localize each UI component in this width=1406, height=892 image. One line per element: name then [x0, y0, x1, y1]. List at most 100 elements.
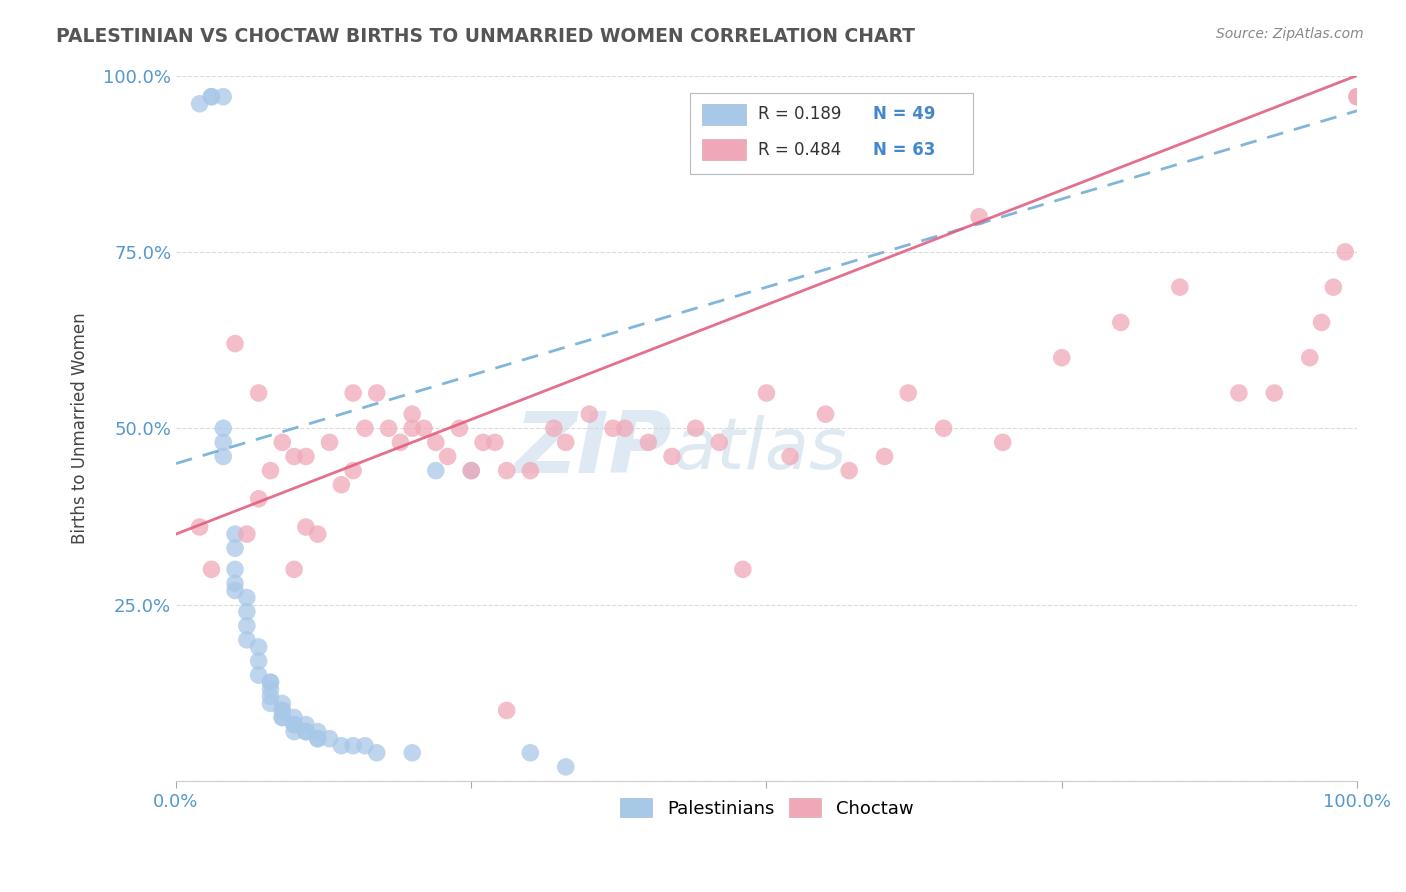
Point	[377, 421, 399, 435]
Point	[330, 477, 353, 491]
Point	[967, 210, 990, 224]
Point	[224, 541, 246, 556]
Point	[779, 450, 801, 464]
Point	[212, 435, 235, 450]
Point	[259, 690, 281, 704]
Point	[460, 464, 482, 478]
Point	[731, 562, 754, 576]
Point	[224, 583, 246, 598]
Point	[1334, 244, 1357, 259]
Point	[271, 710, 294, 724]
Point	[247, 654, 270, 668]
Point	[283, 562, 305, 576]
Point	[401, 746, 423, 760]
Point	[413, 421, 436, 435]
Point	[1263, 386, 1285, 401]
FancyBboxPatch shape	[702, 139, 747, 161]
Point	[578, 407, 600, 421]
FancyBboxPatch shape	[702, 103, 747, 125]
Point	[271, 697, 294, 711]
Y-axis label: Births to Unmarried Women: Births to Unmarried Women	[72, 312, 89, 544]
Point	[283, 710, 305, 724]
Point	[188, 96, 211, 111]
Point	[401, 407, 423, 421]
Point	[295, 724, 318, 739]
Text: N = 63: N = 63	[873, 141, 935, 159]
Point	[295, 724, 318, 739]
Point	[755, 386, 778, 401]
Legend: Palestinians, Choctaw: Palestinians, Choctaw	[613, 791, 921, 825]
Point	[436, 450, 458, 464]
Point	[307, 724, 329, 739]
Point	[236, 619, 259, 633]
Point	[709, 435, 731, 450]
Point	[212, 450, 235, 464]
Point	[295, 520, 318, 534]
Point	[283, 450, 305, 464]
Point	[200, 89, 222, 103]
Point	[318, 435, 340, 450]
Point	[389, 435, 412, 450]
Point	[1346, 89, 1368, 103]
Point	[259, 675, 281, 690]
Point	[1310, 315, 1333, 329]
FancyBboxPatch shape	[690, 93, 973, 174]
Point	[554, 435, 576, 450]
Point	[295, 717, 318, 731]
Point	[236, 527, 259, 541]
Point	[897, 386, 920, 401]
Point	[307, 527, 329, 541]
Point	[200, 562, 222, 576]
Point	[1322, 280, 1344, 294]
Text: PALESTINIAN VS CHOCTAW BIRTHS TO UNMARRIED WOMEN CORRELATION CHART: PALESTINIAN VS CHOCTAW BIRTHS TO UNMARRI…	[56, 27, 915, 45]
Point	[224, 562, 246, 576]
Point	[1299, 351, 1322, 365]
Point	[307, 731, 329, 746]
Point	[519, 746, 541, 760]
Point	[318, 731, 340, 746]
Point	[366, 746, 388, 760]
Text: ZIP: ZIP	[515, 408, 672, 491]
Point	[519, 464, 541, 478]
Point	[188, 520, 211, 534]
Point	[271, 703, 294, 717]
Point	[354, 421, 377, 435]
Point	[247, 640, 270, 654]
Point	[460, 464, 482, 478]
Point	[224, 527, 246, 541]
Point	[212, 89, 235, 103]
Point	[495, 703, 517, 717]
Point	[991, 435, 1014, 450]
Point	[224, 576, 246, 591]
Point	[354, 739, 377, 753]
Text: R = 0.189: R = 0.189	[758, 105, 842, 123]
Point	[838, 464, 860, 478]
Point	[259, 697, 281, 711]
Point	[283, 717, 305, 731]
Point	[1050, 351, 1073, 365]
Point	[283, 717, 305, 731]
Point	[613, 421, 636, 435]
Text: R = 0.484: R = 0.484	[758, 141, 841, 159]
Point	[814, 407, 837, 421]
Point	[1109, 315, 1132, 329]
Point	[342, 386, 364, 401]
Point	[685, 421, 707, 435]
Point	[259, 682, 281, 697]
Point	[295, 450, 318, 464]
Point	[259, 675, 281, 690]
Point	[1346, 89, 1368, 103]
Text: Source: ZipAtlas.com: Source: ZipAtlas.com	[1216, 27, 1364, 41]
Point	[1168, 280, 1191, 294]
Point	[425, 464, 447, 478]
Text: atlas: atlas	[672, 415, 846, 484]
Point	[330, 739, 353, 753]
Point	[271, 703, 294, 717]
Point	[449, 421, 471, 435]
Point	[1227, 386, 1250, 401]
Point	[247, 491, 270, 506]
Point	[271, 710, 294, 724]
Point	[401, 421, 423, 435]
Point	[236, 605, 259, 619]
Point	[271, 435, 294, 450]
